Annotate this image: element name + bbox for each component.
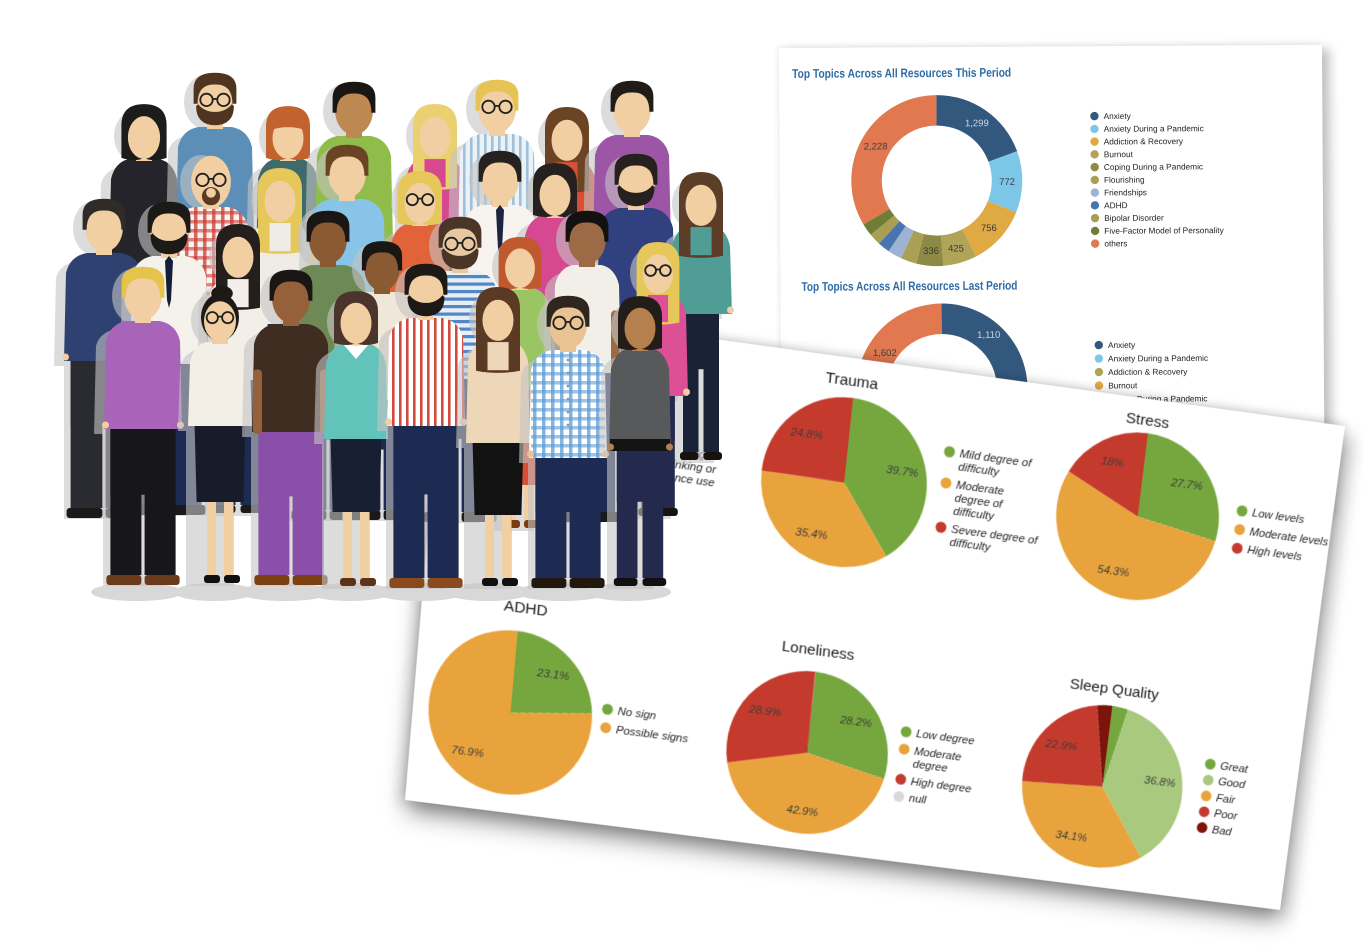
svg-text:Moderate: Moderate — [914, 744, 963, 763]
svg-text:Moderate: Moderate — [956, 478, 1005, 498]
svg-text:Sleep Quality: Sleep Quality — [1069, 675, 1161, 704]
svg-text:difficulty: difficulty — [953, 504, 996, 523]
svg-text:No sign: No sign — [617, 704, 657, 722]
svg-text:18%: 18% — [1101, 454, 1125, 471]
svg-text:Addiction & Recovery: Addiction & Recovery — [1104, 136, 1184, 146]
svg-text:Anxiety: Anxiety — [1104, 111, 1132, 121]
svg-text:degree of: degree of — [954, 491, 1005, 511]
svg-text:difficulty: difficulty — [958, 460, 1001, 479]
svg-text:34.1%: 34.1% — [1055, 828, 1088, 845]
svg-text:Anxiety During a Pandemic: Anxiety During a Pandemic — [1104, 123, 1204, 134]
svg-text:28.9%: 28.9% — [748, 703, 782, 720]
svg-text:Possible signs: Possible signs — [615, 723, 688, 745]
svg-text:336: 336 — [923, 246, 939, 257]
svg-text:425: 425 — [948, 243, 964, 254]
svg-text:Friendships: Friendships — [1104, 187, 1147, 197]
svg-text:24.8%: 24.8% — [789, 425, 824, 443]
svg-text:null: null — [908, 791, 927, 806]
svg-text:Bipolar Disorder: Bipolar Disorder — [1104, 213, 1164, 223]
svg-text:Top Topics Across All Resource: Top Topics Across All Resources This Per… — [792, 66, 1011, 81]
svg-text:ADHD: ADHD — [503, 597, 548, 620]
svg-text:Poor: Poor — [1213, 807, 1239, 823]
svg-text:Top Topics Across All Resource: Top Topics Across All Resources Last Per… — [801, 279, 1017, 294]
svg-text:degree: degree — [912, 757, 948, 775]
svg-text:others: others — [1104, 238, 1127, 248]
svg-text:Five-Factor Model of Personali: Five-Factor Model of Personality — [1104, 225, 1224, 236]
svg-text:76.9%: 76.9% — [451, 743, 485, 760]
svg-text:Addiction & Recovery: Addiction & Recovery — [1108, 366, 1188, 376]
svg-text:Fair: Fair — [1215, 791, 1236, 806]
svg-text:Burnout: Burnout — [1108, 380, 1138, 390]
svg-text:27.7%: 27.7% — [1169, 475, 1204, 493]
svg-text:36.8%: 36.8% — [1143, 773, 1176, 790]
svg-text:Flourishing: Flourishing — [1104, 175, 1145, 185]
svg-text:54.3%: 54.3% — [1097, 563, 1131, 581]
svg-text:Anxiety: Anxiety — [1108, 340, 1136, 350]
svg-text:2,228: 2,228 — [864, 141, 888, 152]
svg-text:Bad: Bad — [1211, 823, 1232, 838]
svg-text:28.2%: 28.2% — [838, 713, 872, 730]
svg-text:23.1%: 23.1% — [536, 665, 571, 683]
svg-text:ADHD: ADHD — [1104, 200, 1128, 210]
svg-text:Good: Good — [1217, 775, 1246, 791]
svg-text:39.7%: 39.7% — [886, 462, 920, 480]
svg-text:1,602: 1,602 — [873, 348, 897, 359]
svg-text:772: 772 — [999, 177, 1015, 188]
svg-text:Anxiety During a Pandemic: Anxiety During a Pandemic — [1108, 353, 1208, 364]
svg-text:Trauma: Trauma — [825, 369, 879, 394]
svg-text:756: 756 — [981, 223, 997, 234]
svg-text:Low levels: Low levels — [1251, 506, 1305, 526]
svg-text:Stress: Stress — [1125, 409, 1170, 432]
svg-text:42.9%: 42.9% — [786, 803, 819, 820]
svg-text:Coping During a Pandemic: Coping During a Pandemic — [1108, 393, 1207, 404]
svg-text:1,110: 1,110 — [977, 330, 1000, 341]
svg-text:Burnout: Burnout — [1104, 149, 1134, 159]
svg-text:Great: Great — [1219, 759, 1249, 776]
svg-text:difficulty: difficulty — [949, 535, 992, 554]
svg-text:Coping During a Pandemic: Coping During a Pandemic — [1104, 161, 1203, 172]
svg-text:35.4%: 35.4% — [795, 524, 829, 542]
svg-text:High levels: High levels — [1247, 543, 1303, 564]
svg-text:22.9%: 22.9% — [1044, 737, 1078, 754]
svg-text:1,299: 1,299 — [965, 118, 989, 129]
